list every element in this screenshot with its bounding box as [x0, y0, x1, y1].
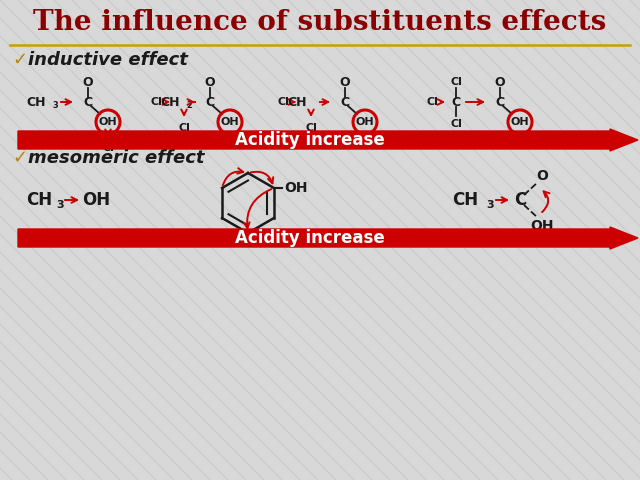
Text: OH: OH	[511, 117, 529, 127]
FancyArrow shape	[18, 129, 638, 151]
Text: Cl: Cl	[450, 77, 462, 87]
Text: 3: 3	[486, 200, 494, 210]
Text: OH: OH	[82, 191, 110, 209]
Text: Cl: Cl	[150, 97, 162, 107]
Text: C: C	[205, 96, 214, 108]
Text: O: O	[83, 75, 93, 88]
Text: O: O	[340, 75, 350, 88]
Text: Cl: Cl	[450, 119, 462, 129]
Text: OH: OH	[284, 181, 308, 195]
Text: C: C	[514, 191, 526, 209]
Text: C: C	[83, 96, 93, 108]
Text: OH: OH	[221, 117, 239, 127]
Text: C: C	[340, 96, 349, 108]
Text: O: O	[536, 169, 548, 183]
Text: Cl: Cl	[426, 97, 438, 107]
Text: OH: OH	[99, 117, 117, 127]
Text: CH: CH	[26, 191, 52, 209]
Text: C: C	[495, 96, 504, 108]
Text: 3: 3	[56, 200, 64, 210]
Text: inductive effect: inductive effect	[28, 51, 188, 69]
Text: Acidity increase: Acidity increase	[235, 131, 385, 149]
FancyArrow shape	[18, 227, 638, 249]
Text: Cl: Cl	[178, 123, 190, 133]
Text: ✓: ✓	[12, 51, 27, 69]
Text: Acidity increase: Acidity increase	[235, 229, 385, 247]
Text: CH: CH	[26, 96, 46, 108]
Text: ✓: ✓	[12, 149, 27, 167]
Text: C: C	[451, 96, 461, 108]
Text: CH: CH	[161, 96, 180, 108]
Text: Cl: Cl	[277, 97, 289, 107]
Text: OH: OH	[531, 219, 554, 233]
Text: CH: CH	[287, 96, 307, 108]
Text: 3: 3	[52, 101, 58, 110]
Text: Cl: Cl	[305, 123, 317, 133]
Text: OH: OH	[356, 117, 374, 127]
Text: CH: CH	[452, 191, 478, 209]
Text: O: O	[495, 75, 506, 88]
Text: O: O	[205, 75, 215, 88]
Text: Cl: Cl	[102, 143, 114, 153]
Text: 2: 2	[186, 101, 192, 110]
Text: mesomeric effect: mesomeric effect	[28, 149, 205, 167]
Text: The influence of substituents effects: The influence of substituents effects	[33, 9, 607, 36]
